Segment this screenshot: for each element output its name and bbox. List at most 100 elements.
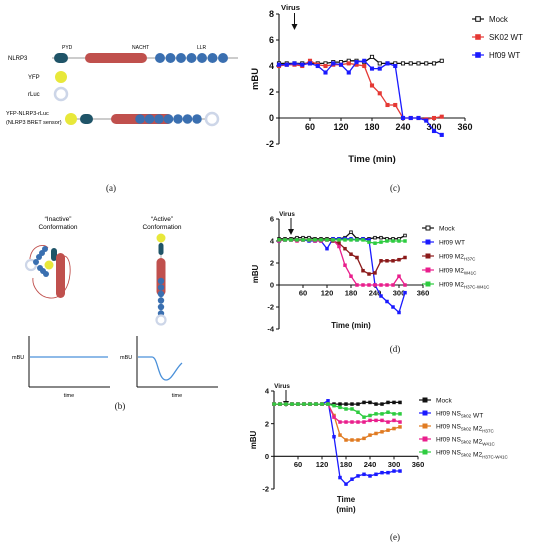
data-point bbox=[362, 400, 366, 405]
data-point bbox=[380, 418, 384, 423]
inactive-title: “Inactive” bbox=[45, 216, 72, 223]
data-point bbox=[331, 61, 336, 66]
data-point bbox=[283, 238, 287, 242]
data-point bbox=[323, 70, 328, 75]
yfp-circle bbox=[55, 71, 67, 83]
x-tick-label: 180 bbox=[345, 289, 358, 298]
data-point bbox=[349, 274, 353, 278]
lrr-bead bbox=[33, 259, 39, 265]
data-point bbox=[362, 420, 366, 424]
legend-marker bbox=[425, 281, 431, 287]
chart-d: -4 -2 0 2 4 6 60 120 180 240 300 360 mBU Time (min) Vi… bbox=[251, 211, 490, 334]
data-point bbox=[398, 400, 402, 405]
data-point bbox=[344, 438, 348, 442]
lrr-bead bbox=[157, 290, 165, 298]
data-point bbox=[379, 235, 383, 240]
x-axis-label: Time (min) bbox=[331, 321, 371, 330]
active-xlabel: time bbox=[172, 393, 182, 399]
data-point bbox=[307, 61, 313, 66]
y-tick-label: 6 bbox=[269, 35, 274, 45]
series-line bbox=[274, 403, 400, 418]
legend-marker bbox=[422, 423, 428, 429]
x-tick-label: 120 bbox=[316, 460, 329, 469]
data-point bbox=[344, 407, 348, 411]
x-tick-label: 360 bbox=[417, 289, 430, 298]
data-point bbox=[278, 402, 282, 406]
data-point bbox=[408, 61, 413, 66]
data-point bbox=[276, 62, 282, 67]
panel-b: “Inactive” Conformation “Active” Conform… bbox=[12, 216, 218, 411]
data-point bbox=[380, 412, 384, 416]
data-point bbox=[385, 283, 389, 287]
data-point bbox=[374, 412, 378, 416]
lrr-bead bbox=[157, 277, 165, 285]
y-tick-label: 2 bbox=[270, 259, 274, 268]
data-point bbox=[368, 418, 372, 423]
legend-label: Hf09 NSSk02 M2W41C bbox=[436, 437, 495, 447]
y-tick-label: -2 bbox=[266, 139, 274, 149]
data-point bbox=[296, 402, 300, 406]
x-axis-label: Time (min) bbox=[348, 154, 396, 165]
data-point bbox=[377, 66, 382, 71]
data-point bbox=[356, 402, 360, 406]
data-point bbox=[403, 255, 407, 260]
data-point bbox=[362, 58, 367, 63]
sensor-pyd bbox=[80, 114, 93, 124]
legend-entry: Mock bbox=[422, 225, 455, 233]
y-tick-label: 4 bbox=[265, 387, 270, 396]
legend-entry: Mock bbox=[472, 15, 508, 24]
legend-marker bbox=[422, 397, 428, 403]
legend-label: Mock bbox=[439, 226, 455, 233]
x-tick-label: 240 bbox=[395, 122, 410, 132]
y-axis-label: mBU bbox=[250, 68, 261, 90]
legend-label: Hf09 M2W41C bbox=[439, 268, 477, 276]
data-point bbox=[439, 58, 444, 63]
data-point bbox=[349, 230, 353, 234]
series-2 bbox=[276, 58, 444, 137]
data-point bbox=[356, 438, 360, 442]
data-point bbox=[380, 402, 384, 406]
data-point bbox=[431, 115, 437, 121]
y-tick-label: 2 bbox=[265, 419, 269, 428]
lrr-bead bbox=[176, 53, 186, 63]
x-tick-label: 120 bbox=[333, 122, 348, 132]
lrr-bead bbox=[192, 114, 202, 124]
x-tick-label: 300 bbox=[388, 460, 401, 469]
legend-marker bbox=[425, 225, 431, 231]
inactive-conformation bbox=[24, 244, 71, 299]
data-point bbox=[307, 238, 311, 242]
data-point bbox=[338, 420, 342, 424]
data-point bbox=[369, 54, 375, 59]
data-point bbox=[393, 63, 398, 69]
data-point bbox=[391, 239, 395, 243]
inactive-ylabel: mBU bbox=[12, 355, 24, 361]
legend-marker bbox=[475, 16, 481, 22]
data-point bbox=[325, 246, 329, 251]
data-point bbox=[326, 399, 330, 403]
data-point bbox=[373, 271, 377, 275]
data-point bbox=[391, 259, 395, 263]
data-point bbox=[350, 477, 354, 481]
data-point bbox=[391, 283, 395, 287]
legend-marker bbox=[425, 239, 431, 245]
legend-marker bbox=[475, 52, 481, 58]
legend-marker bbox=[425, 267, 431, 273]
data-point bbox=[398, 469, 402, 473]
data-point bbox=[300, 62, 305, 67]
data-point bbox=[367, 283, 371, 287]
data-point bbox=[332, 434, 336, 439]
data-point bbox=[343, 238, 347, 242]
sensor-rluc bbox=[204, 111, 220, 127]
data-point bbox=[373, 235, 377, 240]
data-point bbox=[431, 61, 437, 66]
data-point bbox=[392, 426, 396, 431]
lrr-bead bbox=[154, 114, 164, 124]
data-point bbox=[385, 61, 390, 66]
data-point bbox=[403, 239, 407, 243]
data-point bbox=[326, 402, 330, 406]
data-point bbox=[344, 402, 348, 406]
rluc-circle bbox=[53, 86, 69, 102]
data-point bbox=[325, 238, 329, 242]
data-point bbox=[367, 240, 371, 244]
data-point bbox=[391, 305, 395, 309]
